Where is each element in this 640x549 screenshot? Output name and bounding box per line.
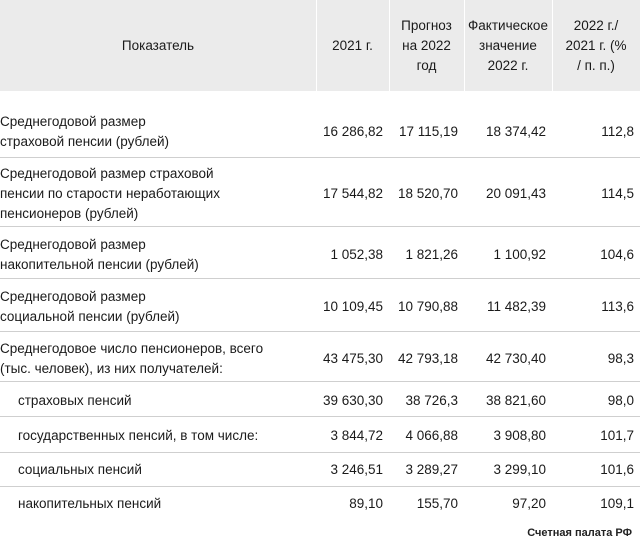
cell-2021: 3 246,51 <box>330 462 383 477</box>
cell-2021: 3 844,72 <box>330 428 383 443</box>
cell-forecast: 42 793,18 <box>397 351 458 366</box>
table-row: Среднегодовой размер страховой пенсии (р… <box>0 112 640 156</box>
cell-ratio: 114,5 <box>601 186 634 201</box>
row-label: Среднегодовой размер страховой пенсии (р… <box>0 114 170 149</box>
table-row: Среднегодовое число пенсионеров, всего (… <box>0 339 640 383</box>
cell-2021: 89,10 <box>349 496 383 511</box>
header-divider <box>464 0 465 91</box>
row-label: накопительных пенсий <box>18 496 162 511</box>
source-credit: Счетная палата РФ <box>527 527 632 539</box>
row-separator <box>0 486 640 487</box>
header-divider <box>316 0 317 91</box>
cell-actual: 1 100,92 <box>493 247 546 262</box>
cell-actual: 18 374,42 <box>485 124 546 139</box>
cell-2021: 43 475,30 <box>322 351 383 366</box>
row-separator <box>0 416 640 417</box>
cell-ratio: 98,0 <box>607 393 634 408</box>
cell-forecast: 17 115,19 <box>398 124 458 139</box>
header-forecast: Прогноз на 2022 год <box>401 17 452 73</box>
row-label: Среднегодовой размер социальной пенсии (… <box>0 289 180 324</box>
row-separator <box>0 452 640 453</box>
row-separator <box>0 381 640 382</box>
cell-actual: 97,20 <box>512 496 546 511</box>
table-row: Среднегодовой размер социальной пенсии (… <box>0 287 640 331</box>
cell-actual: 38 821,60 <box>485 393 546 408</box>
table-row: Среднегодовой размер накопительной пенси… <box>0 235 640 279</box>
row-label: Среднегодовой размер страховой пенсии по… <box>0 166 220 221</box>
cell-ratio: 113,6 <box>601 299 634 314</box>
row-label: социальных пенсий <box>18 462 142 477</box>
cell-forecast: 4 066,88 <box>405 428 458 443</box>
table-row: Среднегодовой размер страховой пенсии по… <box>0 164 640 224</box>
cell-actual: 3 299,10 <box>493 462 546 477</box>
table-row: страховых пенсий 39 630,30 38 726,3 38 8… <box>0 391 640 415</box>
row-separator <box>0 157 640 158</box>
cell-actual: 3 908,80 <box>493 428 546 443</box>
cell-actual: 20 091,43 <box>485 186 546 201</box>
cell-ratio: 101,6 <box>600 462 634 477</box>
cell-actual: 11 482,39 <box>486 299 546 314</box>
table-row: государственных пенсий, в том числе: 3 8… <box>0 426 640 450</box>
cell-forecast: 3 289,27 <box>405 462 458 477</box>
cell-forecast: 10 790,88 <box>397 299 458 314</box>
cell-2021: 17 544,82 <box>322 186 383 201</box>
row-separator <box>0 226 640 227</box>
cell-ratio: 112,8 <box>601 124 634 139</box>
cell-actual: 42 730,40 <box>485 351 546 366</box>
cell-forecast: 1 821,26 <box>405 247 458 262</box>
table-row: накопительных пенсий 89,10 155,70 97,20 … <box>0 494 640 518</box>
header-divider <box>389 0 390 91</box>
cell-forecast: 38 726,3 <box>405 393 458 408</box>
header-actual: Фактическое значение 2022 г. <box>468 17 548 73</box>
row-label: Среднегодовой размер накопительной пенси… <box>0 237 199 272</box>
cell-2021: 1 052,38 <box>330 247 383 262</box>
row-label: государственных пенсий, в том числе: <box>18 428 259 443</box>
cell-ratio: 104,6 <box>600 247 634 262</box>
header-2021: 2021 г. <box>332 37 373 53</box>
cell-ratio: 98,3 <box>607 351 634 366</box>
cell-2021: 10 109,45 <box>322 299 383 314</box>
row-separator <box>0 278 640 279</box>
row-label: Среднегодовое число пенсионеров, всего (… <box>0 341 264 376</box>
cell-2021: 16 286,82 <box>322 124 383 139</box>
table-header: Показатель 2021 г. Прогноз на 2022 год Ф… <box>0 0 640 91</box>
header-indicator: Показатель <box>121 37 195 53</box>
row-label: страховых пенсий <box>18 393 132 408</box>
table-row: социальных пенсий 3 246,51 3 289,27 3 29… <box>0 460 640 484</box>
cell-forecast: 18 520,70 <box>397 186 458 201</box>
cell-2021: 39 630,30 <box>322 393 383 408</box>
header-divider <box>552 0 553 91</box>
header-ratio: 2022 г./ 2021 г. (% / п. п.) <box>565 17 627 73</box>
row-separator <box>0 331 640 332</box>
cell-forecast: 155,70 <box>416 496 458 511</box>
cell-ratio: 109,1 <box>600 496 634 511</box>
cell-ratio: 101,7 <box>600 428 634 443</box>
